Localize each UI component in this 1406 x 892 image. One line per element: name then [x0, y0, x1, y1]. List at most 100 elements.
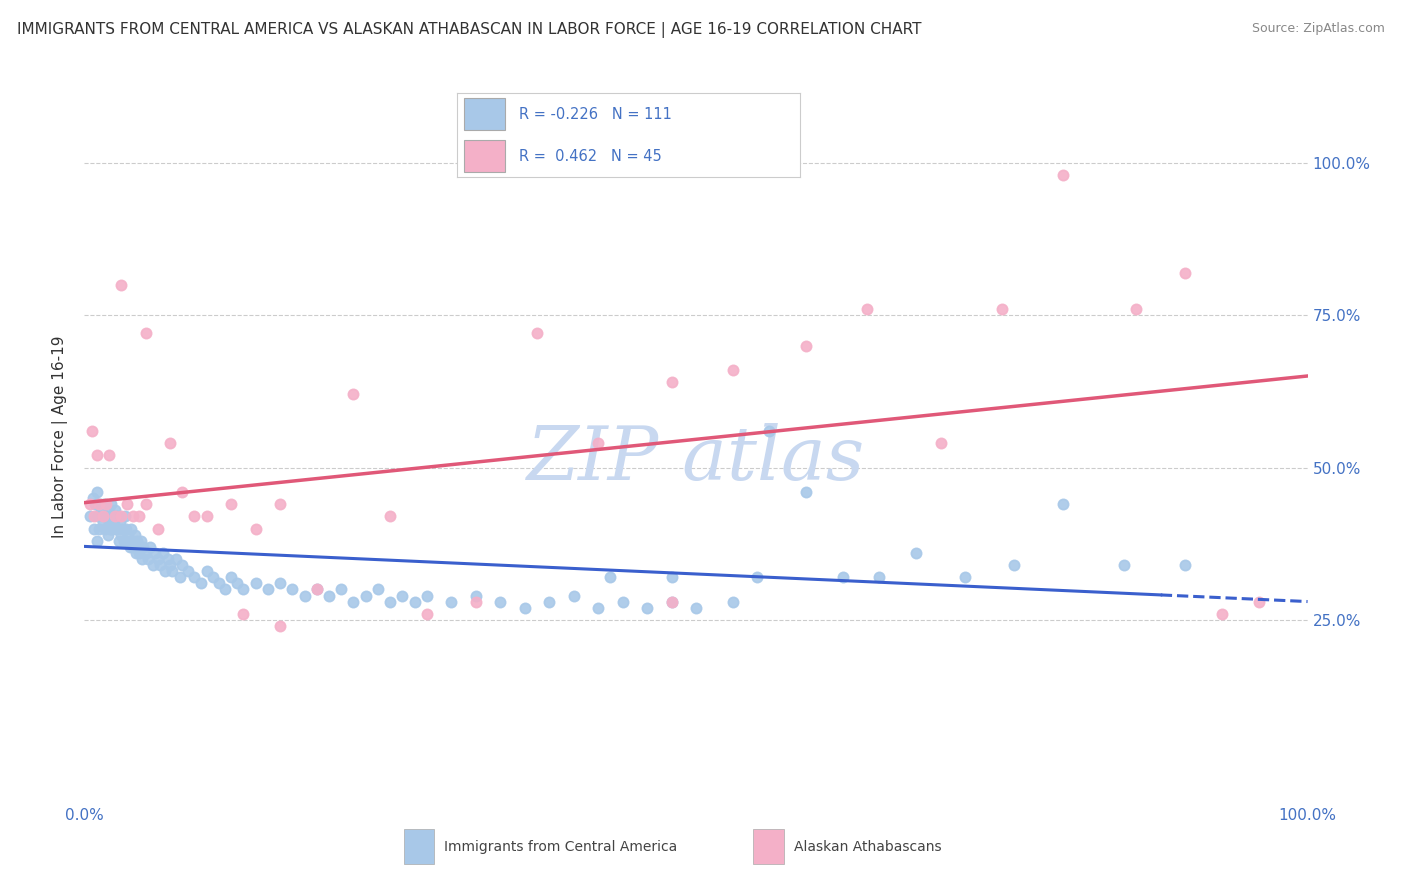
Point [162, 564, 184, 578]
Point [1052, 168, 1074, 182]
Point [83, 521, 105, 535]
Text: Source: ZipAtlas.com: Source: ZipAtlas.com [1251, 22, 1385, 36]
Point [115, 521, 138, 535]
Point [172, 558, 194, 573]
Point [124, 527, 146, 541]
Point [1247, 594, 1270, 608]
Point [143, 546, 166, 560]
Point [831, 570, 853, 584]
Point [135, 497, 157, 511]
Point [165, 552, 187, 566]
Point [636, 600, 658, 615]
Point [136, 552, 159, 566]
Point [721, 594, 744, 608]
Point [513, 600, 536, 615]
Point [87, 497, 110, 511]
Point [82, 491, 104, 505]
Point [464, 589, 486, 603]
Point [929, 436, 952, 450]
Point [661, 375, 683, 389]
Point [97, 503, 120, 517]
Point [245, 576, 267, 591]
Point [94, 521, 117, 535]
Point [226, 576, 249, 591]
Point [245, 521, 267, 535]
Point [97, 527, 120, 541]
Point [105, 509, 128, 524]
Point [721, 363, 744, 377]
Point [281, 582, 304, 597]
Point [562, 589, 585, 603]
Point [440, 594, 463, 608]
Point [120, 521, 142, 535]
Point [905, 546, 928, 560]
Point [135, 546, 157, 560]
Point [142, 558, 165, 573]
Point [156, 552, 179, 566]
Point [464, 594, 486, 608]
Point [1114, 558, 1136, 573]
Point [612, 594, 634, 608]
Point [96, 497, 118, 511]
Point [685, 600, 707, 615]
Point [599, 570, 621, 584]
Point [538, 594, 561, 608]
Point [114, 509, 136, 524]
Point [1211, 607, 1233, 621]
Point [391, 589, 413, 603]
Point [305, 582, 328, 597]
Point [342, 594, 364, 608]
Point [112, 533, 135, 548]
Point [104, 503, 127, 517]
Point [135, 326, 157, 341]
Point [104, 509, 127, 524]
Point [146, 521, 169, 535]
Point [489, 594, 512, 608]
Point [1174, 558, 1197, 573]
Point [257, 582, 280, 597]
Point [86, 448, 108, 462]
Point [869, 570, 891, 584]
Point [586, 436, 609, 450]
Point [96, 509, 118, 524]
Point [354, 589, 377, 603]
Point [100, 497, 122, 511]
Point [118, 540, 141, 554]
Point [661, 594, 683, 608]
Text: IMMIGRANTS FROM CENTRAL AMERICA VS ALASKAN ATHABASCAN IN LABOR FORCE | AGE 16-19: IMMIGRANTS FROM CENTRAL AMERICA VS ALASK… [17, 22, 921, 38]
Point [661, 570, 683, 584]
Point [128, 509, 150, 524]
Point [103, 516, 125, 530]
Point [1002, 558, 1025, 573]
Point [121, 533, 143, 548]
Point [232, 607, 254, 621]
Point [219, 570, 242, 584]
Point [269, 576, 291, 591]
Point [110, 277, 132, 292]
Point [97, 448, 120, 462]
Point [195, 509, 218, 524]
Point [586, 600, 609, 615]
Point [98, 521, 121, 535]
Point [146, 552, 169, 566]
Point [90, 503, 112, 517]
Point [86, 485, 108, 500]
Point [1125, 301, 1147, 317]
Point [367, 582, 389, 597]
Point [747, 570, 769, 584]
Point [122, 509, 145, 524]
Point [190, 576, 212, 591]
Point [93, 497, 115, 511]
Point [110, 527, 132, 541]
Point [172, 485, 194, 500]
Point [110, 509, 132, 524]
Point [117, 527, 139, 541]
Point [89, 497, 111, 511]
Point [128, 546, 150, 560]
Point [152, 546, 174, 560]
Point [318, 589, 340, 603]
Point [269, 619, 291, 633]
Point [127, 540, 149, 554]
Point [169, 570, 191, 584]
Point [83, 509, 105, 524]
